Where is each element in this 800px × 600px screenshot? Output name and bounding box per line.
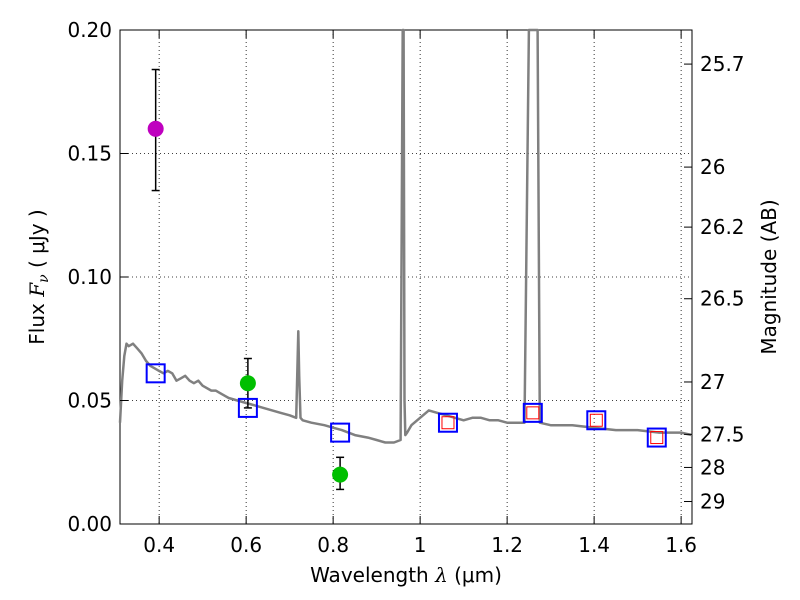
y2-tick-label: 26.2 bbox=[700, 215, 745, 239]
y-tick-label: 0.00 bbox=[67, 512, 112, 536]
model-flux-square-inner bbox=[526, 406, 540, 420]
grid-lines bbox=[120, 29, 692, 525]
y-tick-label: 0.05 bbox=[67, 389, 112, 413]
y-tick-label: 0.15 bbox=[67, 142, 112, 166]
x-tick-label: 0.6 bbox=[230, 533, 262, 557]
x-axis-title: Wavelength λ (μm) bbox=[310, 563, 502, 587]
x-tick-label: 0.8 bbox=[317, 533, 349, 557]
photometry-point bbox=[147, 120, 164, 137]
y2-tick-label: 29 bbox=[700, 490, 725, 514]
model-flux-square-inner bbox=[441, 416, 455, 430]
model-flux-square bbox=[330, 422, 351, 443]
y2-tick-label: 26 bbox=[700, 155, 725, 179]
x-tick-label: 1.6 bbox=[665, 533, 697, 557]
photometry-point bbox=[332, 466, 349, 483]
model-flux-square-inner bbox=[650, 431, 664, 445]
plot-frame bbox=[119, 29, 693, 525]
y2-axis-title: Magnitude (AB) bbox=[757, 199, 781, 354]
y2-tick-label: 25.7 bbox=[700, 52, 745, 76]
plot-area bbox=[118, 28, 693, 491]
model-flux-square bbox=[586, 410, 607, 431]
y-tick-label: 0.10 bbox=[67, 265, 112, 289]
model-flux-square bbox=[237, 397, 258, 418]
y2-tick-label: 27.5 bbox=[700, 422, 745, 446]
y-axis-title: Flux Fν ( μJy ) bbox=[25, 209, 52, 344]
x-tick-label: 1.2 bbox=[491, 533, 523, 557]
model-spectrum-line bbox=[118, 28, 693, 444]
x-tick-label: 1.4 bbox=[578, 533, 610, 557]
photometry-point bbox=[239, 375, 256, 392]
y2-tick-label: 26.5 bbox=[700, 287, 745, 311]
model-flux-square bbox=[522, 402, 543, 423]
model-flux-square-inner bbox=[589, 413, 603, 427]
model-flux-square bbox=[145, 363, 166, 384]
y2-tick-label: 27 bbox=[700, 370, 725, 394]
axes: 0.4 0.6 0.8 1 1.2 1.4 1.6 0.00 0.05 0.10 0.15 0.20 2… bbox=[67, 18, 744, 557]
model-flux-square bbox=[646, 427, 667, 448]
x-tick-label: 0.4 bbox=[143, 533, 175, 557]
x-tick-label: 1 bbox=[414, 533, 427, 557]
y2-tick-label: 28 bbox=[700, 455, 725, 479]
y-tick-label: 0.20 bbox=[67, 18, 112, 42]
model-flux-square bbox=[437, 412, 458, 433]
